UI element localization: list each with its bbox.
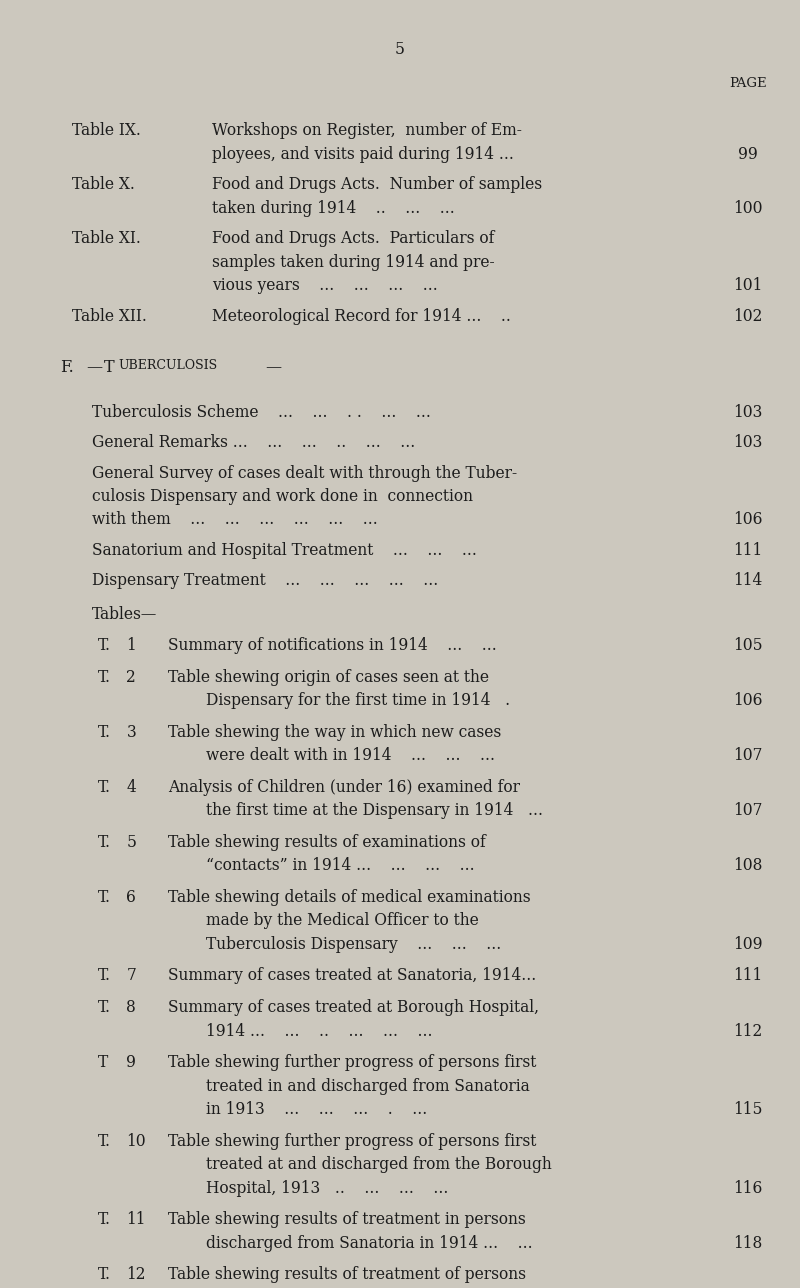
Text: Table IX.: Table IX. bbox=[72, 122, 141, 139]
Text: samples taken during 1914 and pre-: samples taken during 1914 and pre- bbox=[212, 254, 494, 270]
Text: 102: 102 bbox=[734, 308, 762, 325]
Text: Tables—: Tables— bbox=[92, 607, 158, 623]
Text: PAGE: PAGE bbox=[729, 77, 767, 90]
Text: Table shewing further progress of persons first: Table shewing further progress of person… bbox=[168, 1054, 536, 1072]
Text: Table shewing details of medical examinations: Table shewing details of medical examina… bbox=[168, 889, 530, 905]
Text: 2: 2 bbox=[126, 668, 136, 685]
Text: discharged from Sanatoria in 1914 ...    ...: discharged from Sanatoria in 1914 ... ..… bbox=[206, 1235, 533, 1252]
Text: in 1913    ...    ...    ...    .    ...: in 1913 ... ... ... . ... bbox=[206, 1101, 428, 1118]
Text: Table shewing the way in which new cases: Table shewing the way in which new cases bbox=[168, 724, 502, 741]
Text: taken during 1914    ..    ...    ...: taken during 1914 .. ... ... bbox=[212, 200, 454, 216]
Text: T: T bbox=[98, 1054, 108, 1072]
Text: Table shewing further progress of persons first: Table shewing further progress of person… bbox=[168, 1132, 536, 1150]
Text: —: — bbox=[265, 359, 281, 376]
Text: Table shewing results of treatment of persons: Table shewing results of treatment of pe… bbox=[168, 1266, 526, 1283]
Text: 105: 105 bbox=[733, 636, 763, 654]
Text: 115: 115 bbox=[734, 1101, 762, 1118]
Text: T.: T. bbox=[98, 724, 110, 741]
Text: Meteorological Record for 1914 ...    ..: Meteorological Record for 1914 ... .. bbox=[212, 308, 511, 325]
Text: T.: T. bbox=[98, 636, 110, 654]
Text: Summary of cases treated at Borough Hospital,: Summary of cases treated at Borough Hosp… bbox=[168, 999, 539, 1016]
Text: 112: 112 bbox=[734, 1023, 762, 1039]
Text: 109: 109 bbox=[734, 936, 762, 953]
Text: 11: 11 bbox=[126, 1211, 146, 1229]
Text: 107: 107 bbox=[734, 747, 762, 764]
Text: Summary of notifications in 1914    ...    ...: Summary of notifications in 1914 ... ... bbox=[168, 636, 497, 654]
Text: 103: 103 bbox=[734, 403, 762, 421]
Text: with them    ...    ...    ...    ...    ...    ...: with them ... ... ... ... ... ... bbox=[92, 511, 378, 528]
Text: were dealt with in 1914    ...    ...    ...: were dealt with in 1914 ... ... ... bbox=[206, 747, 495, 764]
Text: Workshops on Register,  number of Em-: Workshops on Register, number of Em- bbox=[212, 122, 522, 139]
Text: 1: 1 bbox=[126, 636, 136, 654]
Text: 7: 7 bbox=[126, 967, 136, 984]
Text: T: T bbox=[104, 359, 114, 376]
Text: Tuberculosis Scheme    ...    ...    . .    ...    ...: Tuberculosis Scheme ... ... . . ... ... bbox=[92, 403, 431, 421]
Text: vious years    ...    ...    ...    ...: vious years ... ... ... ... bbox=[212, 277, 438, 294]
Text: 111: 111 bbox=[734, 542, 762, 559]
Text: 107: 107 bbox=[734, 802, 762, 819]
Text: 10: 10 bbox=[126, 1132, 146, 1150]
Text: 106: 106 bbox=[734, 692, 762, 708]
Text: 106: 106 bbox=[734, 511, 762, 528]
Text: 100: 100 bbox=[734, 200, 762, 216]
Text: T.: T. bbox=[98, 833, 110, 851]
Text: 4: 4 bbox=[126, 779, 136, 796]
Text: T.: T. bbox=[98, 999, 110, 1016]
Text: 5: 5 bbox=[395, 41, 405, 58]
Text: 116: 116 bbox=[734, 1180, 762, 1197]
Text: Tuberculosis Dispensary    ...    ...    ...: Tuberculosis Dispensary ... ... ... bbox=[206, 936, 502, 953]
Text: Table shewing origin of cases seen at the: Table shewing origin of cases seen at th… bbox=[168, 668, 489, 685]
Text: Food and Drugs Acts.  Number of samples: Food and Drugs Acts. Number of samples bbox=[212, 176, 542, 193]
Text: the first time at the Dispensary in 1914   ...: the first time at the Dispensary in 1914… bbox=[206, 802, 543, 819]
Text: 12: 12 bbox=[126, 1266, 146, 1283]
Text: 8: 8 bbox=[126, 999, 136, 1016]
Text: 114: 114 bbox=[734, 572, 762, 590]
Text: F.: F. bbox=[60, 359, 74, 376]
Text: Dispensary for the first time in 1914   .: Dispensary for the first time in 1914 . bbox=[206, 692, 510, 708]
Text: T.: T. bbox=[98, 1211, 110, 1229]
Text: culosis Dispensary and work done in  connection: culosis Dispensary and work done in conn… bbox=[92, 488, 473, 505]
Text: treated at and discharged from the Borough: treated at and discharged from the Borou… bbox=[206, 1157, 552, 1173]
Text: T.: T. bbox=[98, 967, 110, 984]
Text: General Remarks ...    ...    ...    ..    ...    ...: General Remarks ... ... ... .. ... ... bbox=[92, 434, 415, 451]
Text: Table XI.: Table XI. bbox=[72, 231, 141, 247]
Text: 6: 6 bbox=[126, 889, 136, 905]
Text: 9: 9 bbox=[126, 1054, 136, 1072]
Text: 5: 5 bbox=[126, 833, 136, 851]
Text: 111: 111 bbox=[734, 967, 762, 984]
Text: T.: T. bbox=[98, 779, 110, 796]
Text: Food and Drugs Acts.  Particulars of: Food and Drugs Acts. Particulars of bbox=[212, 231, 494, 247]
Text: 103: 103 bbox=[734, 434, 762, 451]
Text: Sanatorium and Hospital Treatment    ...    ...    ...: Sanatorium and Hospital Treatment ... ..… bbox=[92, 542, 477, 559]
Text: 101: 101 bbox=[734, 277, 762, 294]
Text: UBERCULOSIS: UBERCULOSIS bbox=[118, 359, 218, 372]
Text: 118: 118 bbox=[734, 1235, 762, 1252]
Text: Analysis of Children (under 16) examined for: Analysis of Children (under 16) examined… bbox=[168, 779, 520, 796]
Text: General Survey of cases dealt with through the Tuber-: General Survey of cases dealt with throu… bbox=[92, 465, 517, 482]
Text: 108: 108 bbox=[734, 858, 762, 875]
Text: 1914 ...    ...    ..    ...    ...    ...: 1914 ... ... .. ... ... ... bbox=[206, 1023, 433, 1039]
Text: —: — bbox=[86, 359, 102, 376]
Text: 3: 3 bbox=[126, 724, 136, 741]
Text: Hospital, 1913   ..    ...    ...    ...: Hospital, 1913 .. ... ... ... bbox=[206, 1180, 449, 1197]
Text: Table shewing results of treatment in persons: Table shewing results of treatment in pe… bbox=[168, 1211, 526, 1229]
Text: 99: 99 bbox=[738, 146, 758, 162]
Text: Summary of cases treated at Sanatoria, 1914...: Summary of cases treated at Sanatoria, 1… bbox=[168, 967, 536, 984]
Text: made by the Medical Officer to the: made by the Medical Officer to the bbox=[206, 912, 479, 930]
Text: Table XII.: Table XII. bbox=[72, 308, 147, 325]
Text: T.: T. bbox=[98, 1132, 110, 1150]
Text: T.: T. bbox=[98, 668, 110, 685]
Text: Table shewing results of examinations of: Table shewing results of examinations of bbox=[168, 833, 486, 851]
Text: T.: T. bbox=[98, 889, 110, 905]
Text: “contacts” in 1914 ...    ...    ...    ...: “contacts” in 1914 ... ... ... ... bbox=[206, 858, 475, 875]
Text: Table X.: Table X. bbox=[72, 176, 135, 193]
Text: treated in and discharged from Sanatoria: treated in and discharged from Sanatoria bbox=[206, 1078, 530, 1095]
Text: T.: T. bbox=[98, 1266, 110, 1283]
Text: Dispensary Treatment    ...    ...    ...    ...    ...: Dispensary Treatment ... ... ... ... ... bbox=[92, 572, 438, 590]
Text: ployees, and visits paid during 1914 ...: ployees, and visits paid during 1914 ... bbox=[212, 146, 514, 162]
